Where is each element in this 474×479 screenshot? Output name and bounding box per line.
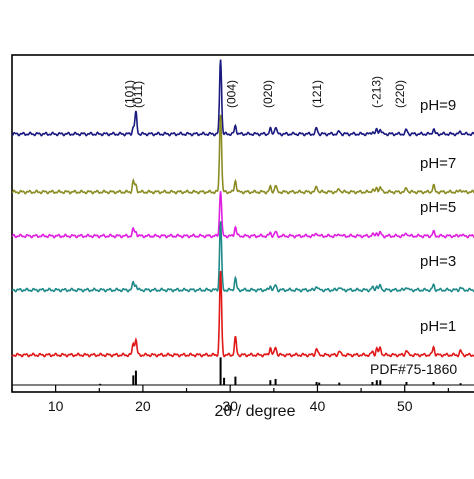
peak-annotation: (020): [261, 80, 275, 108]
x-axis: 10 20 30 40 50: [11, 385, 449, 414]
series-line-ph-9: [11, 59, 474, 137]
peak-annotation: (004): [224, 80, 238, 108]
peak-annotation: (101): [122, 80, 136, 108]
series-line-ph-7: [11, 114, 474, 195]
peak-annotation: (011): [131, 81, 145, 108]
series-labels: pH=9 pH=7 pH=5 pH=3 pH=1: [420, 97, 456, 335]
x-tick-label: 50: [397, 398, 413, 414]
peak-annotations: (101)(011) (004) (020) (121) (-213) (220): [122, 76, 407, 108]
peak-annotation: (-213): [369, 76, 383, 108]
series-label: pH=5: [420, 199, 456, 216]
series-line-ph-1: [11, 270, 474, 358]
x-axis-label: 2θ / degree: [215, 403, 296, 420]
x-tick-label: 20: [135, 398, 151, 414]
series-label: pH=9: [420, 97, 456, 114]
series-label: pH=1: [420, 318, 456, 335]
peak-annotation: (220): [393, 80, 407, 108]
x-tick-label: 30: [222, 398, 238, 414]
series-label: pH=3: [420, 253, 456, 270]
series-layer: [11, 59, 474, 358]
peak-annotation: (121): [310, 80, 324, 108]
series-line-ph-3: [11, 221, 474, 293]
series-line-ph-5: [11, 191, 474, 239]
reference-label: PDF#75-1860: [370, 361, 457, 377]
x-tick-label: 10: [48, 398, 64, 414]
series-label: pH=7: [420, 155, 456, 172]
x-tick-label: 40: [310, 398, 326, 414]
reference-pattern: PDF#75-1860: [12, 357, 474, 386]
plot-frame: [11, 54, 474, 393]
